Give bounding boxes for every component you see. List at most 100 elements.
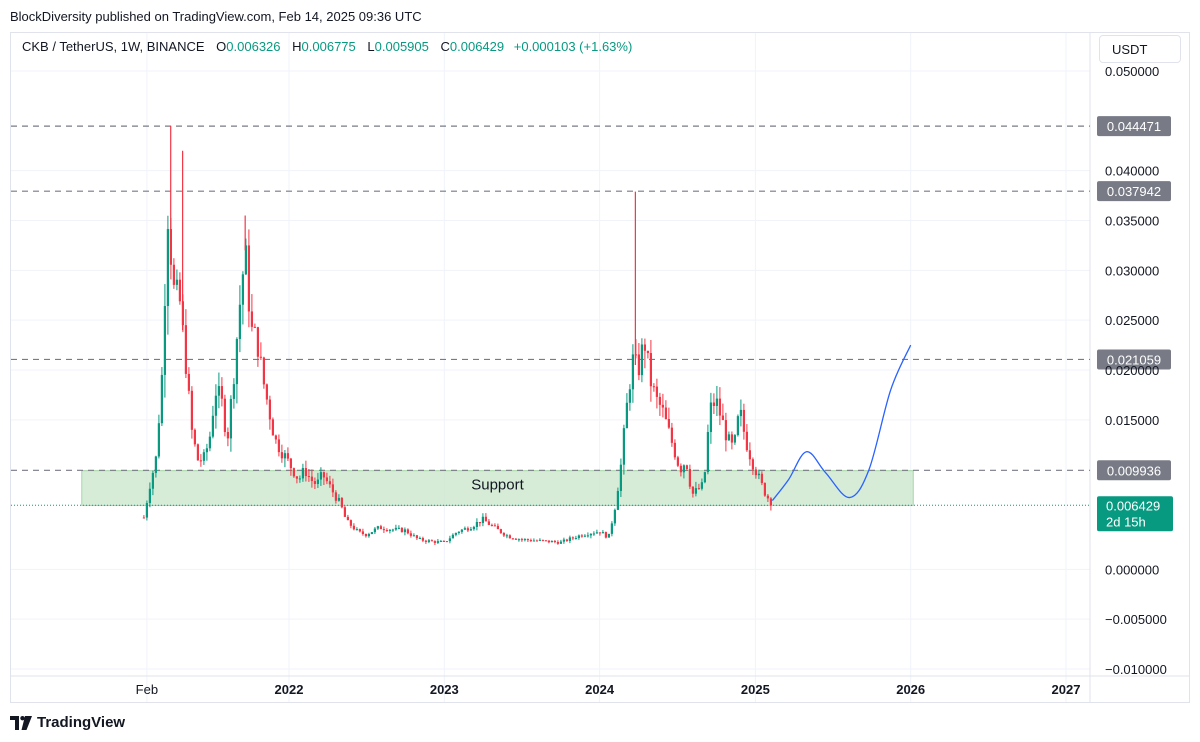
candle-body: [262, 357, 265, 385]
candle-body: [340, 497, 343, 508]
candle-body: [280, 452, 283, 459]
tradingview-brand[interactable]: TradingView: [10, 714, 125, 731]
candle-body: [520, 539, 523, 541]
close-label: C: [440, 39, 450, 54]
candle-body: [397, 527, 400, 529]
candle-body: [502, 532, 505, 536]
candle-body: [589, 533, 592, 536]
candle-body: [688, 468, 691, 487]
candle-body: [334, 492, 337, 501]
candle-body: [451, 534, 454, 539]
candle-body: [238, 304, 241, 339]
candle-body: [427, 540, 430, 542]
candle-body: [277, 439, 280, 453]
candle-body: [295, 476, 298, 479]
candle-body: [559, 541, 562, 544]
candle-body: [637, 354, 640, 376]
y-tick-label: 0.025000: [1105, 313, 1159, 328]
high-value: 0.006775: [301, 39, 356, 54]
candle-body: [679, 465, 682, 473]
candle-body: [367, 534, 370, 537]
low-value: 0.005905: [374, 39, 429, 54]
candle-body: [349, 520, 352, 526]
candle-body: [550, 541, 553, 543]
candle-body: [385, 530, 388, 532]
candle-body: [202, 452, 205, 461]
candle-body: [247, 245, 250, 312]
candle-body: [604, 532, 607, 538]
candle-body: [610, 523, 613, 534]
candle-body: [400, 527, 403, 533]
candle-body: [274, 435, 277, 440]
candle-body: [529, 540, 532, 542]
candle-body: [418, 538, 421, 540]
candle-body: [391, 529, 394, 531]
candle-body: [256, 327, 259, 357]
y-tick-label: −0.005000: [1105, 612, 1167, 627]
candle-body: [523, 539, 526, 541]
open-value: 0.006326: [226, 39, 281, 54]
candle-body: [454, 532, 457, 535]
candle-body: [712, 402, 715, 406]
candle-body: [478, 522, 481, 524]
projection-curve: [771, 344, 912, 501]
candle-body: [643, 344, 646, 351]
candle-body: [763, 483, 766, 496]
candle-body: [307, 476, 310, 478]
support-zone-label: Support: [471, 477, 524, 494]
candle-body: [472, 526, 475, 530]
candle-body: [211, 415, 214, 437]
candle-body: [160, 374, 163, 424]
y-tick-label: 0.020000: [1105, 363, 1159, 378]
candle-body: [622, 428, 625, 465]
candle-body: [403, 529, 406, 533]
candle-body: [646, 350, 649, 354]
candle-body: [715, 398, 718, 406]
candle-body: [325, 477, 328, 482]
y-axis: 0.050000 0.040000 0.035000 0.030000 0.025000…: [1105, 64, 1167, 677]
candle-body: [607, 533, 610, 538]
candle-body: [406, 529, 409, 534]
candle-body: [259, 356, 262, 358]
candle-body: [574, 538, 577, 540]
symbol-label[interactable]: CKB / TetherUS, 1W, BINANCE: [22, 39, 205, 54]
candle-body: [517, 539, 520, 541]
x-tick-label: 2027: [1052, 682, 1081, 697]
candle-body: [673, 442, 676, 458]
candle-body: [706, 432, 709, 473]
currency-button[interactable]: USDT: [1099, 35, 1181, 63]
candle-body: [700, 482, 703, 489]
y-tick-label: 0.040000: [1105, 164, 1159, 179]
chart-frame: [10, 32, 1190, 703]
candle-body: [337, 497, 340, 501]
candle-body: [553, 541, 556, 543]
candle-body: [730, 434, 733, 443]
candle-body: [535, 540, 538, 542]
x-tick-label: 2026: [896, 682, 925, 697]
candle-body: [580, 535, 583, 537]
change-value: +0.000103 (+1.63%): [513, 39, 633, 54]
candle-body: [379, 526, 382, 530]
candle-body: [376, 526, 379, 529]
candle-body: [331, 484, 334, 493]
candle-body: [538, 539, 541, 541]
candle-body: [490, 524, 493, 526]
candle-body: [412, 535, 415, 537]
candle-body: [742, 409, 745, 432]
candle-body: [583, 535, 586, 537]
x-tick-label: 2024: [585, 682, 615, 697]
candle-body: [469, 529, 472, 531]
candle-body: [691, 486, 694, 494]
candle-body: [313, 481, 316, 485]
level-tag: [1097, 349, 1171, 370]
candle-body: [235, 338, 238, 385]
candle-body: [409, 533, 412, 536]
candle-body: [445, 541, 448, 543]
candle-body: [652, 386, 655, 388]
candle-body: [226, 432, 229, 439]
candle-body: [310, 476, 313, 482]
candle-body: [301, 468, 304, 479]
candle-body: [283, 453, 286, 459]
candle-body: [433, 541, 436, 543]
